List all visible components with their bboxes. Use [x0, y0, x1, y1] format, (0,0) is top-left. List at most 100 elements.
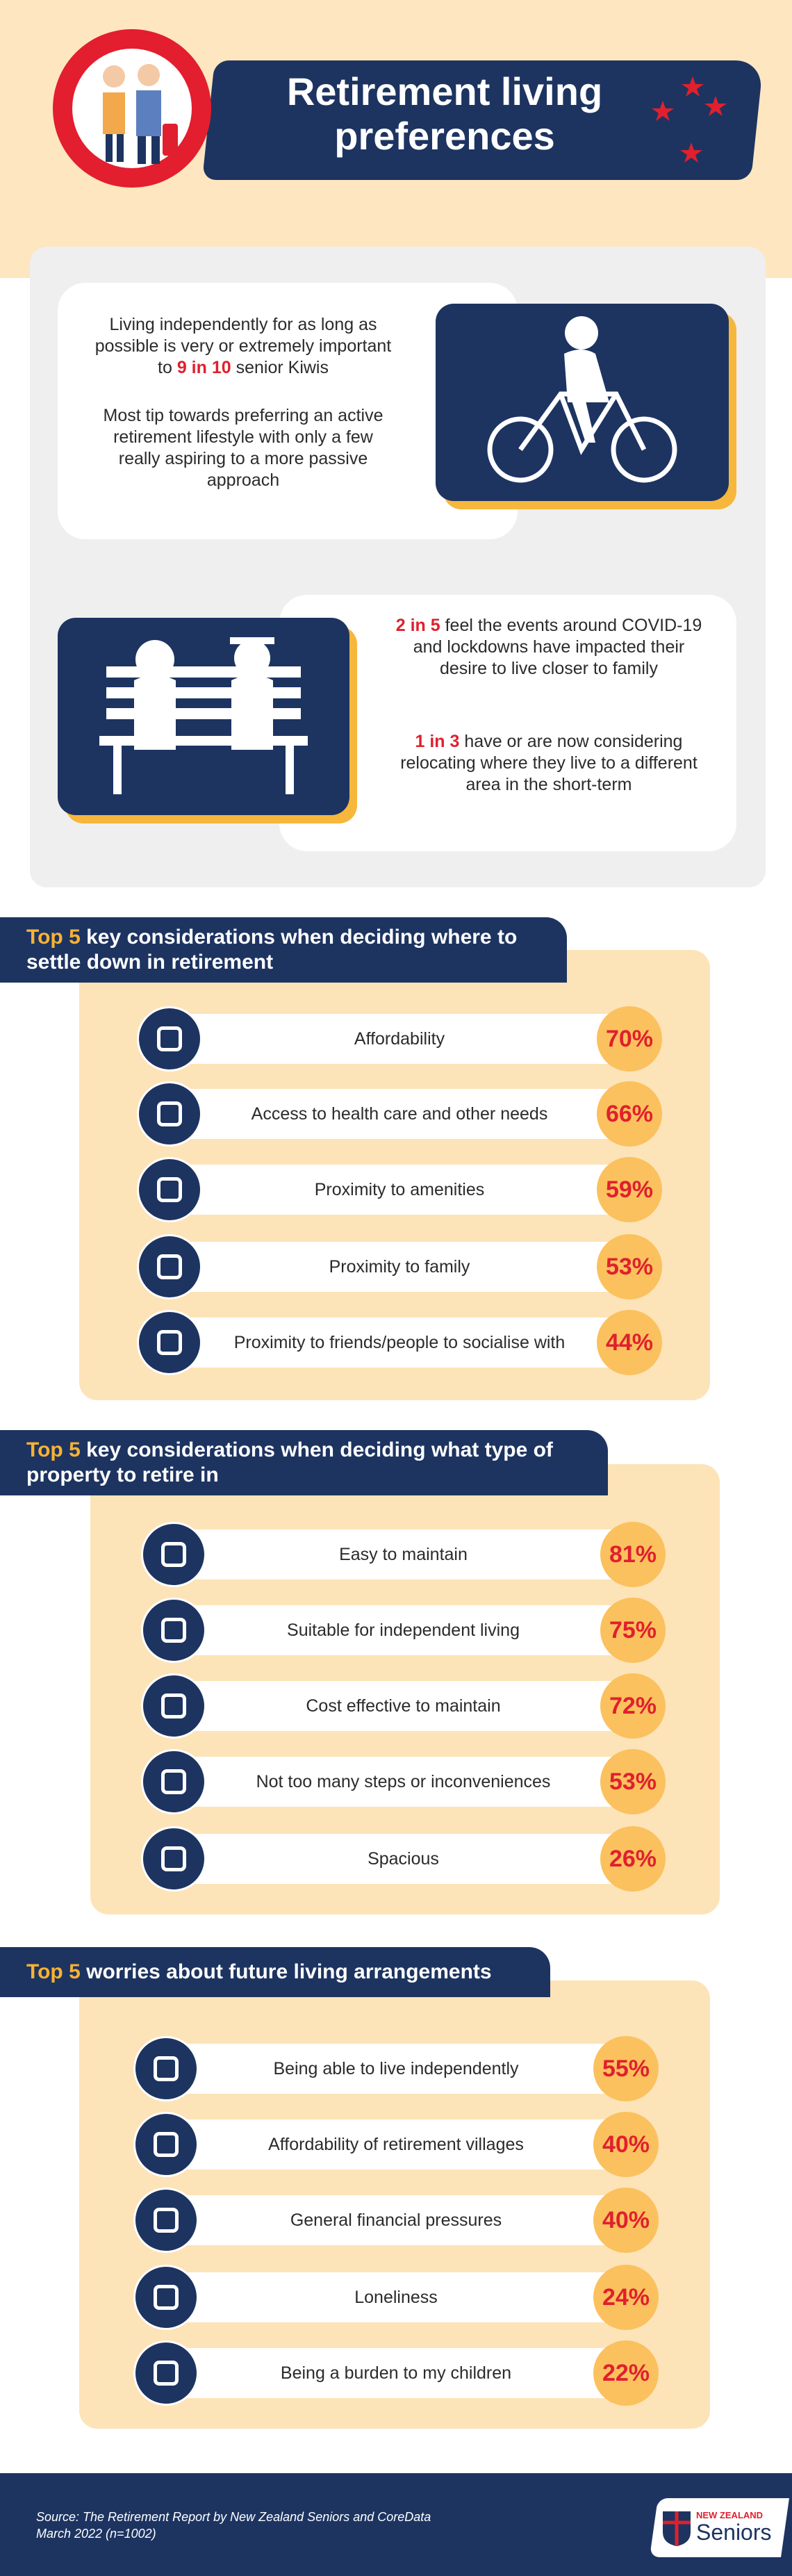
- row-icon-glyph: [161, 1542, 186, 1567]
- row-icon: [141, 1673, 206, 1739]
- row-icon-glyph: [154, 2132, 179, 2157]
- logo-top: NEW ZEALAND: [696, 2510, 764, 2520]
- row-icon: [133, 2265, 199, 2330]
- title: Retirement living preferences: [286, 69, 603, 158]
- row-icon: [137, 1157, 202, 1222]
- row-label: Suitable for independent living: [287, 1621, 520, 1640]
- row-bar: [170, 1318, 629, 1368]
- row-icon-glyph: [157, 1330, 182, 1355]
- row-label: Loneliness: [354, 2288, 438, 2307]
- intro-text: 2 in 5 feel the events around COVID-19 a…: [389, 615, 709, 680]
- row-bar: [166, 2195, 626, 2245]
- row-bar: [166, 2272, 626, 2322]
- row-bar: [170, 1014, 629, 1064]
- highlight: 9 in 10: [176, 358, 231, 377]
- row-bar: [174, 1529, 633, 1580]
- row-icon-glyph: [161, 1693, 186, 1718]
- section-heading: Top 5 worries about future living arrang…: [26, 1960, 521, 1985]
- row-label: Affordability: [354, 1029, 445, 1049]
- row-percent: 26%: [600, 1826, 666, 1892]
- row-icon-glyph: [154, 2056, 179, 2081]
- heading-highlight: Top 5: [26, 1960, 81, 1983]
- row-label: Proximity to friends/people to socialise…: [233, 1333, 566, 1352]
- row-icon-glyph: [154, 2361, 179, 2386]
- footer-source: Source: The Retirement Report by New Zea…: [36, 2509, 606, 2542]
- row-bar: [170, 1242, 629, 1292]
- row-icon: [133, 2340, 199, 2406]
- row-bar: [170, 1165, 629, 1215]
- section-banner: [0, 1430, 608, 1495]
- row-icon-glyph: [157, 1101, 182, 1126]
- row-percent: 75%: [600, 1598, 666, 1663]
- row-percent: 53%: [597, 1234, 662, 1299]
- row-icon-glyph: [157, 1254, 182, 1279]
- cyclist-illustration: [436, 304, 729, 501]
- row-bar: [170, 1089, 629, 1139]
- highlight: 1 in 3: [415, 732, 460, 751]
- row-icon: [137, 1081, 202, 1147]
- section-banner: [0, 917, 567, 983]
- row-label: Easy to maintain: [339, 1545, 468, 1564]
- row-percent: 44%: [597, 1310, 662, 1375]
- row-label: Proximity to amenities: [314, 1180, 485, 1199]
- row-icon-glyph: [154, 2285, 179, 2310]
- row-percent: 40%: [593, 2188, 659, 2253]
- section-banner: [0, 1947, 550, 1997]
- logo-bottom: Seniors: [696, 2520, 772, 2545]
- row-label: Spacious: [368, 1849, 439, 1869]
- row-icon-glyph: [154, 2208, 179, 2233]
- row-bar: [174, 1681, 633, 1731]
- row-bar: [166, 2348, 626, 2398]
- row-icon-glyph: [157, 1026, 182, 1051]
- row-label: Cost effective to maintain: [306, 1696, 501, 1716]
- section-heading: Top 5 key considerations when deciding w…: [26, 1438, 579, 1488]
- row-icon: [137, 1006, 202, 1072]
- row-bar: [174, 1757, 633, 1807]
- row-percent: 70%: [597, 1006, 662, 1072]
- row-icon-glyph: [161, 1846, 186, 1871]
- intro-text: Most tip towards preferring an active re…: [103, 406, 383, 490]
- row-percent: 55%: [593, 2036, 659, 2101]
- row-icon: [133, 2036, 199, 2101]
- row-icon-glyph: [161, 1618, 186, 1643]
- intro-text: 1 in 3 have or are now considering reloc…: [389, 731, 709, 796]
- row-label: Being a burden to my children: [280, 2363, 512, 2383]
- text: Living independently for as long as poss…: [94, 315, 392, 377]
- bench-illustration: [58, 618, 349, 815]
- row-label: Not too many steps or inconveniences: [256, 1772, 551, 1791]
- row-bar: [174, 1605, 633, 1655]
- row-icon: [141, 1749, 206, 1814]
- row-icon-glyph: [157, 1177, 182, 1202]
- text: have or are now considering relocating w…: [400, 732, 698, 794]
- row-percent: 59%: [597, 1157, 662, 1222]
- row-icon: [133, 2112, 199, 2177]
- row-label: Access to health care and other needs: [251, 1104, 548, 1124]
- row-label: General financial pressures: [290, 2210, 502, 2230]
- heading-highlight: Top 5: [26, 1438, 81, 1461]
- row-label: Affordability of retirement villages: [268, 2135, 524, 2154]
- section-heading: Top 5 key considerations when deciding w…: [26, 925, 538, 975]
- row-percent: 53%: [600, 1749, 666, 1814]
- row-percent: 81%: [600, 1522, 666, 1587]
- source-date: March 2022 (n=1002): [36, 2527, 156, 2541]
- row-icon: [141, 1598, 206, 1663]
- row-percent: 22%: [593, 2340, 659, 2406]
- heading-highlight: Top 5: [26, 926, 81, 949]
- row-icon: [137, 1310, 202, 1375]
- row-label: Being able to live independently: [273, 2059, 519, 2078]
- row-bar: [166, 2119, 626, 2169]
- text: senior Kiwis: [236, 358, 329, 377]
- row-percent: 72%: [600, 1673, 666, 1739]
- header-illustration: [53, 29, 211, 188]
- row-icon-glyph: [161, 1769, 186, 1794]
- highlight: 2 in 5: [395, 616, 440, 635]
- row-bar: [174, 1834, 633, 1884]
- intro-text: Living independently for as long as poss…: [90, 314, 396, 379]
- source: Source: The Retirement Report by New Zea…: [36, 2510, 431, 2524]
- heading-text: key considerations when deciding where t…: [26, 926, 518, 974]
- heading-text: worries about future living arrangements: [86, 1960, 492, 1983]
- row-bar: [166, 2044, 626, 2094]
- stars: [652, 76, 727, 163]
- heading-text: key considerations when deciding what ty…: [26, 1438, 553, 1486]
